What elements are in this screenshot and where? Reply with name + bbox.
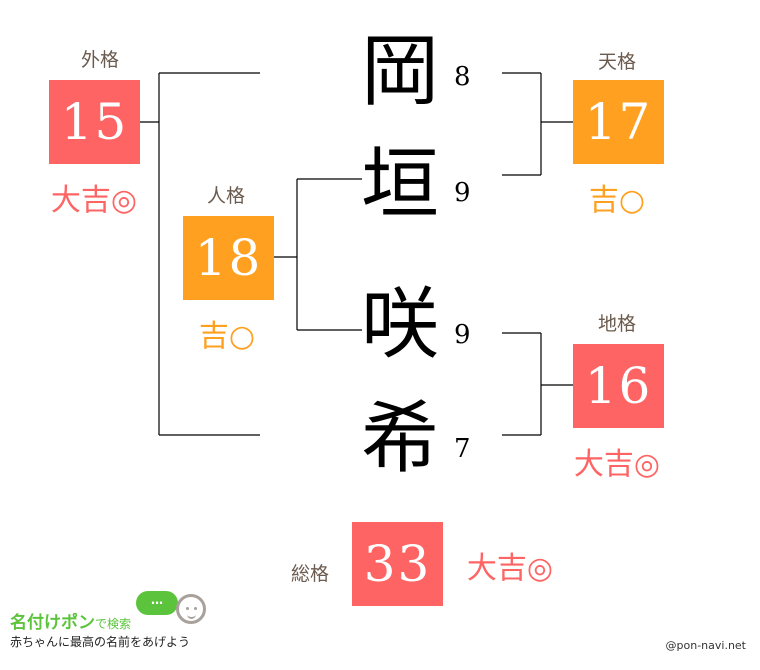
gaikaku-label: 外格 [80,49,119,71]
name-char-2: 垣 [360,140,439,230]
soukaku-value: 33 [352,522,443,606]
jinkaku-fortune: 吉○ [198,319,256,354]
logo-title-suffix: で検索 [95,617,132,631]
soukaku-fortune: 大吉◎ [466,551,554,586]
stroke-count-2: 9 [454,178,471,208]
chikaku-value: 16 [573,344,664,428]
nazukepon-logo[interactable]: … 名付けポンで検索 赤ちゃんに最高の名前をあげよう [8,588,228,658]
logo-title: 名付けポン [10,613,95,633]
tenkaku-fortune: 吉○ [588,183,646,218]
chikaku-fortune: 大吉◎ [573,447,661,482]
stroke-count-3: 9 [454,320,471,350]
gaikaku-fortune: 大吉◎ [50,183,138,218]
jinkaku-label: 人格 [206,185,245,207]
name-char-1: 岡 [360,27,439,117]
tenkaku-label: 天格 [597,51,636,73]
gaikaku-value: 15 [49,80,140,164]
site-credit: @pon-navi.net [665,639,746,652]
baby-face-icon [176,594,206,624]
tenkaku-value: 17 [573,80,664,164]
name-char-4: 希 [360,394,439,484]
jinkaku-value: 18 [183,216,274,300]
stroke-count-4: 7 [454,434,471,464]
speech-bubble-icon: … [136,591,178,615]
stroke-count-1: 8 [454,62,471,92]
name-char-3: 咲 [360,280,439,370]
soukaku-label: 総格 [290,563,329,585]
logo-tagline: 赤ちゃんに最高の名前をあげよう [10,635,191,649]
chikaku-label: 地格 [597,313,636,335]
